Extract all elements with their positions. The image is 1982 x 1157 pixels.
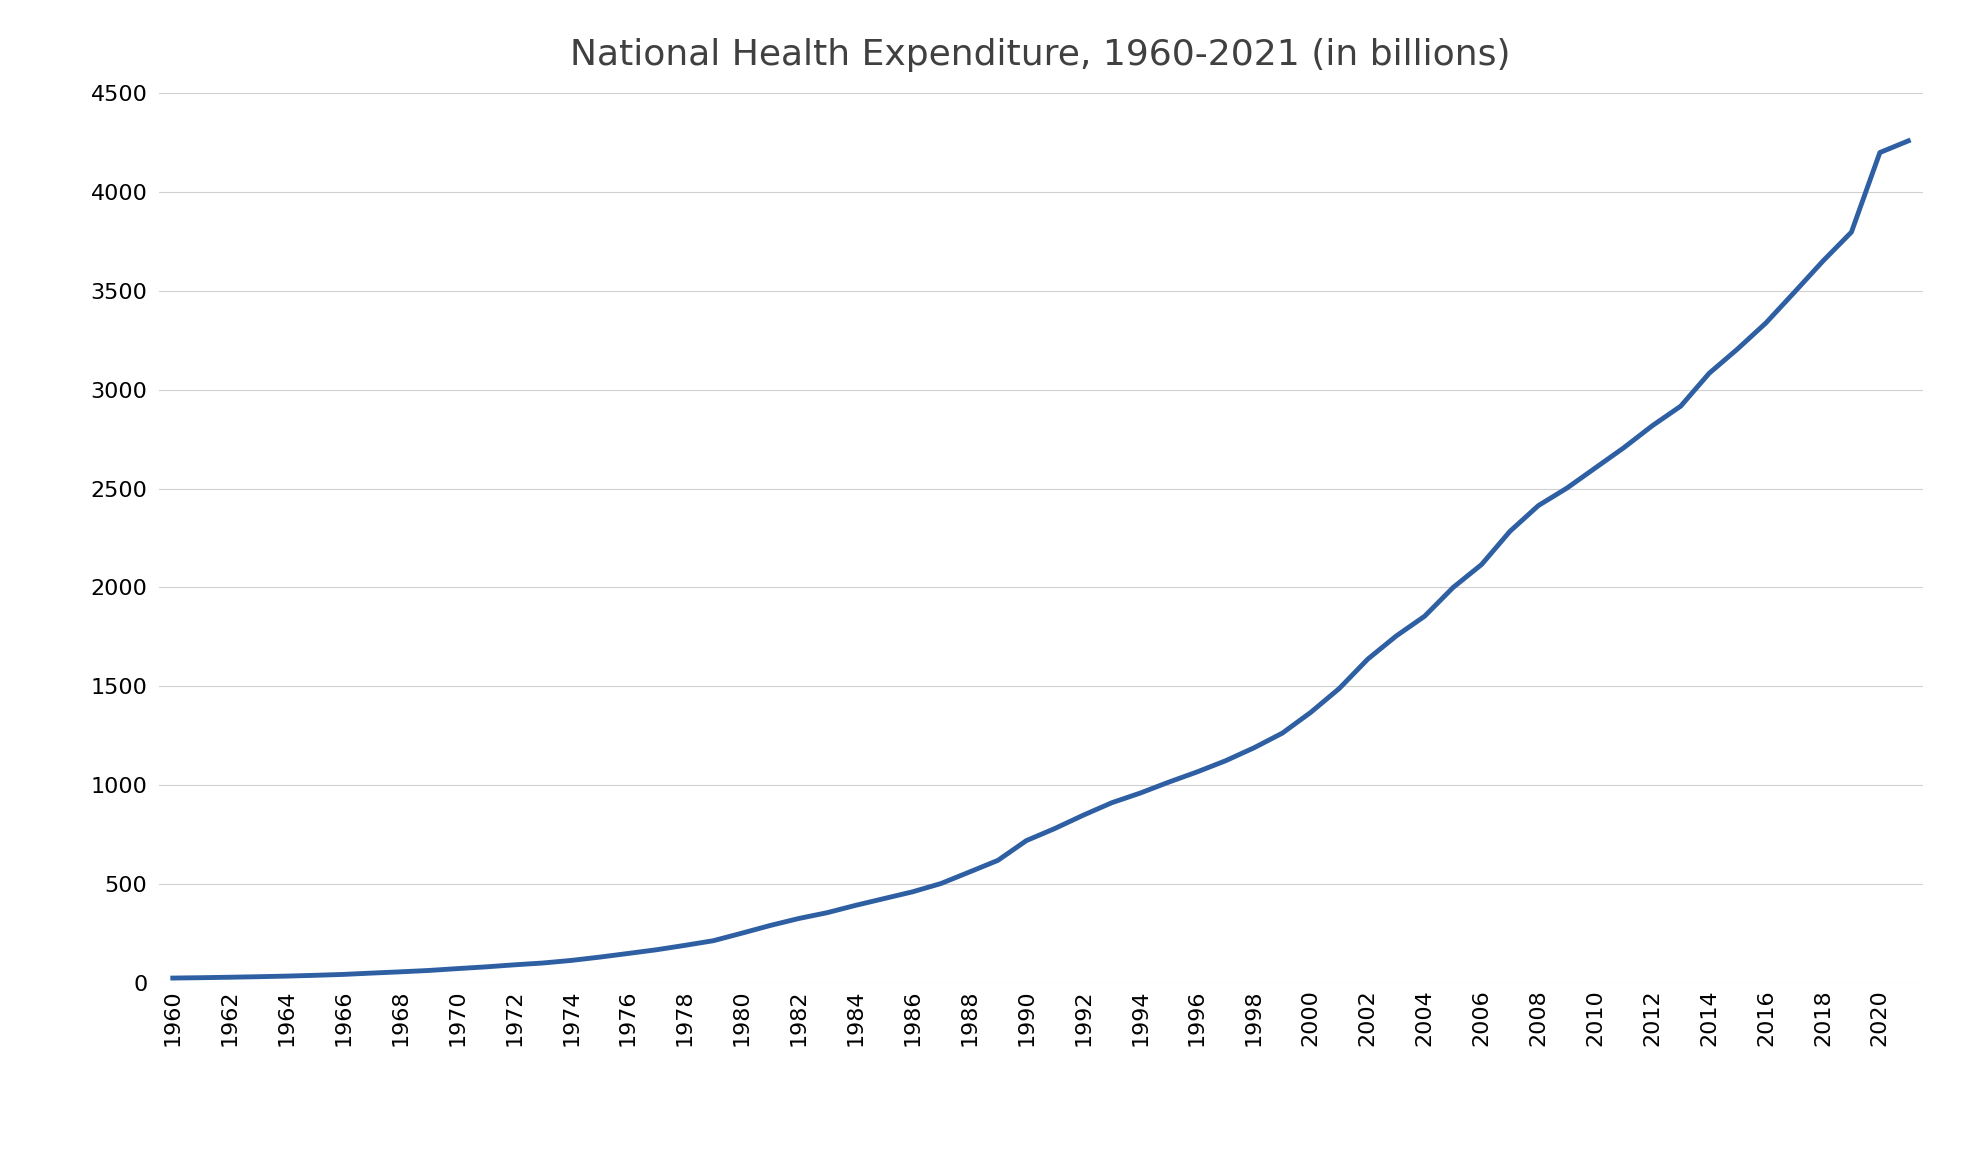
Title: National Health Expenditure, 1960-2021 (in billions): National Health Expenditure, 1960-2021 (… <box>571 38 1510 72</box>
